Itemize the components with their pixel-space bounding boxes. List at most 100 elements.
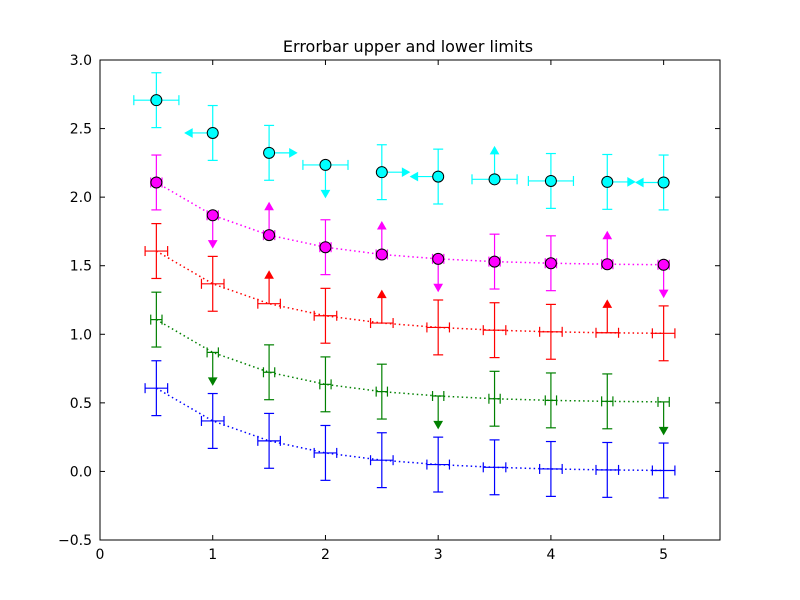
x-tick-label: 2: [321, 547, 330, 563]
y-limit-arrow: [433, 420, 444, 430]
series-0-line: [155, 387, 664, 472]
y-limit-arrow: [376, 221, 387, 230]
x-limit-arrow: [635, 177, 644, 188]
x-tick-label: 5: [659, 547, 668, 563]
series-2-point-9: [651, 305, 676, 362]
series-0-point-0: [144, 360, 169, 417]
series-4-point-3: [302, 158, 349, 199]
series-3-point-1: [206, 209, 219, 249]
data-marker: [150, 94, 163, 107]
axes-frame: [99, 59, 721, 541]
data-marker: [601, 175, 614, 188]
y-tick-label: 3.0: [70, 53, 92, 69]
data-marker: [319, 158, 332, 171]
data-marker: [206, 126, 219, 139]
series-4-point-6: [471, 145, 518, 186]
series-1-point-7: [544, 372, 558, 429]
x-tick-label: 3: [434, 547, 443, 563]
series-3-point-3: [319, 219, 332, 276]
y-limit-arrow: [207, 240, 218, 249]
series-0-point-9: [651, 442, 676, 499]
data-marker: [657, 258, 670, 271]
series-3-point-7: [544, 235, 558, 292]
series-2-point-1: [200, 255, 225, 312]
series-4-point-9: [635, 154, 670, 211]
series-3-point-6: [488, 233, 501, 290]
data-marker: [263, 229, 276, 242]
y-limit-arrow: [207, 377, 218, 386]
y-limit-arrow: [658, 426, 669, 436]
data-marker: [263, 146, 276, 159]
data-marker: [150, 176, 163, 189]
x-limit-arrow: [627, 177, 636, 187]
series-4-point-5: [409, 148, 445, 205]
y-limit-arrow: [489, 145, 500, 155]
series-3-point-9: [657, 258, 670, 299]
series-3-point-4: [375, 221, 389, 261]
series-1-point-9: [657, 396, 670, 436]
y-tick-label: 1.0: [70, 327, 92, 343]
series-1-point-8: [601, 373, 614, 430]
series-2-point-8: [595, 299, 620, 338]
data-marker: [544, 174, 557, 187]
y-tick-label: 2.5: [70, 122, 92, 138]
series-0-point-2: [257, 412, 281, 469]
x-limit-arrow: [289, 147, 298, 158]
series-0-point-6: [482, 439, 507, 496]
axes: 0 1 2 3 4 5 −0.5 0.0 0.5 1.0 1.5 2.0 2.5 3.0: [58, 53, 721, 563]
series-2-point-7: [539, 303, 563, 360]
data-marker: [544, 257, 557, 270]
data-marker: [432, 252, 445, 265]
data-marker: [375, 166, 388, 179]
series-2-point-5: [426, 299, 451, 356]
data-marker: [432, 170, 445, 183]
x-tick-label: 1: [208, 547, 217, 563]
y-tick-label: 0.0: [70, 464, 92, 480]
data-marker: [206, 209, 219, 222]
series-1-point-5: [431, 391, 445, 430]
series-1-point-4: [375, 363, 389, 420]
x-limit-arrow: [409, 171, 419, 182]
series-4-point-7: [527, 152, 575, 209]
data-marker: [657, 176, 670, 189]
series-2: [144, 223, 676, 362]
series-0: [144, 360, 676, 499]
x-limit-arrow: [401, 167, 411, 178]
plot-area: [133, 72, 676, 499]
y-limit-arrow: [376, 289, 387, 299]
series-1-point-6: [488, 370, 501, 427]
series-2-point-6: [482, 302, 507, 359]
series-0-point-3: [313, 424, 338, 481]
series-0-point-8: [595, 441, 620, 498]
series-4-point-8: [601, 153, 636, 210]
series-1-point-1: [206, 347, 219, 386]
series-3: [150, 154, 670, 299]
data-marker: [375, 248, 388, 261]
series-1: [150, 291, 670, 436]
series-4-point-1: [184, 104, 219, 161]
data-marker: [488, 173, 501, 186]
y-tick-label: 1.5: [70, 259, 92, 275]
series-4-point-4: [375, 144, 411, 201]
series-3-line: [155, 181, 664, 266]
data-marker: [601, 258, 614, 271]
series-1-point-3: [319, 356, 332, 413]
series-0-point-7: [539, 440, 563, 497]
x-tick-label: 0: [96, 547, 105, 563]
series-2-point-3: [313, 287, 338, 344]
data-marker: [488, 255, 501, 268]
y-limit-arrow: [264, 201, 274, 211]
y-limit-arrow: [433, 283, 444, 293]
series-2-line: [155, 250, 664, 335]
data-layer: [133, 72, 676, 499]
series-0-point-5: [426, 436, 451, 493]
series-2-point-0: [144, 223, 169, 280]
series-3-point-5: [431, 252, 445, 293]
y-limit-arrow: [320, 189, 331, 199]
x-limit-arrow: [184, 128, 193, 138]
series-3-point-8: [601, 230, 614, 271]
series-1-point-0: [150, 291, 163, 348]
